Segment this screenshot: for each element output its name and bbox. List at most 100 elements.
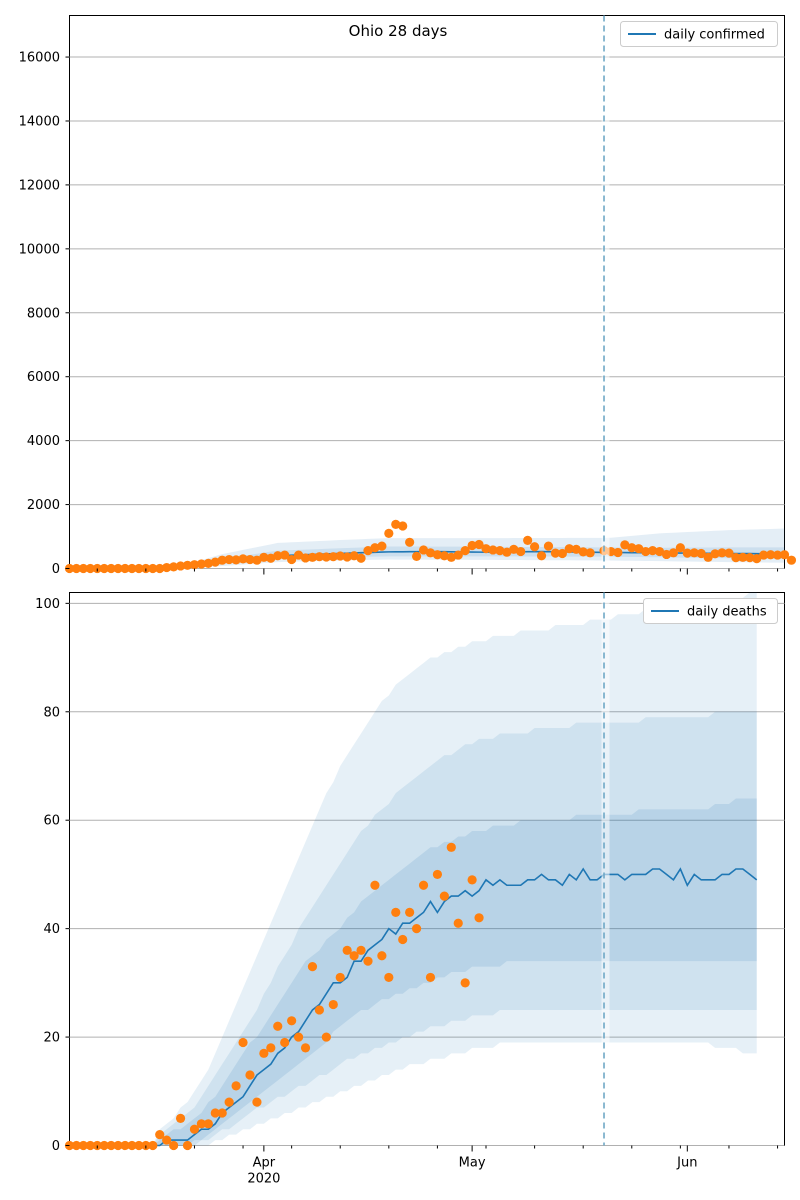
uncertainty-band [69,798,757,1146]
observed-point [217,1108,227,1118]
observed-point [113,1140,123,1151]
observed-point [474,913,484,923]
forecast-gap [601,16,610,568]
deaths-legend-label: daily deaths [687,605,767,620]
observed-point [703,552,713,562]
observed-point [724,548,734,558]
observed-point [405,537,415,547]
y-tick-label: 20 [43,1031,60,1046]
y-tick-label: 14000 [19,114,60,129]
observed-point [335,551,345,561]
deaths-y-ticks: 0 20 40 60 80 100 [35,597,70,1154]
observed-point [328,552,338,562]
chart-title: Ohio 28 days [349,22,448,40]
observed-point [502,547,512,557]
observed-point [245,554,255,565]
observed-point [571,544,581,554]
observed-point [509,544,519,554]
observed-point [148,1140,158,1151]
observed-point [273,551,283,561]
observed-point [287,1016,297,1026]
observed-point [120,563,130,574]
observed-point [474,539,484,550]
observed-point [585,548,595,558]
observed-point [314,552,325,562]
observed-point [488,545,498,555]
observed-point [259,552,269,562]
observed-point [772,550,783,560]
observed-point [113,563,123,574]
observed-point [78,1140,88,1151]
observed-point [578,547,588,557]
observed-point [134,563,144,574]
observed-point [127,1140,137,1151]
observed-point [99,1140,109,1151]
observed-point [710,549,720,559]
observed-point [460,545,470,556]
observed-point [328,999,338,1010]
observed-point [411,924,422,934]
observed-point [238,554,248,564]
observed-point [370,880,380,890]
observed-point [564,544,574,554]
observed-point [203,558,213,568]
confirmed-legend-label: daily confirmed [664,28,765,43]
observed-point [446,842,456,852]
observed-point [786,555,797,565]
observed-point [71,1140,82,1151]
y-tick-label: 4000 [27,434,60,449]
observed-point [266,553,276,563]
observed-point [425,972,436,983]
observed-point [169,1140,179,1151]
observed-point [696,548,706,559]
observed-point [127,563,137,574]
observed-point [356,945,366,955]
observed-point [189,560,200,570]
y-tick-label: 10000 [19,242,60,257]
observed-point [439,891,449,901]
observed-point [432,550,443,560]
observed-point [620,540,630,550]
observed-point [460,978,470,988]
confirmed-y-ticks: 0 2000 4000 6000 8000 10000 12000 14000 16000 [19,51,70,577]
observed-point [675,543,685,553]
observed-point [654,546,665,557]
observed-point [384,528,394,538]
observed-point [377,541,387,551]
observed-point [238,1037,248,1048]
confirmed-panel: 0 2000 4000 6000 8000 10000 12000 14000 16000 Oh… [19,15,797,577]
y-tick-label: 12000 [19,178,60,193]
observed-point [175,1113,186,1123]
observed-point [300,553,311,563]
observed-point [162,562,172,573]
observed-point [453,918,463,928]
observed-point [731,553,741,563]
observed-point [446,552,456,562]
observed-point [314,1005,325,1015]
observed-point [162,1135,172,1145]
observed-point [453,550,463,560]
x-tick-sublabel: 2020 [247,1172,280,1187]
observed-point [342,552,352,562]
observed-point [335,972,345,983]
observed-point [689,548,699,558]
observed-point [613,547,623,558]
deaths-median-line [69,867,758,1147]
observed-point [349,951,359,961]
confirmed-legend-box [620,21,778,47]
observed-point [418,880,429,890]
forecast-gap [601,593,610,1145]
observed-point [259,1048,269,1058]
observed-point [418,545,429,555]
observed-point [106,1140,116,1151]
observed-point [300,1043,311,1053]
observed-point [425,548,436,558]
y-tick-label: 60 [43,814,60,829]
observed-point [405,907,415,917]
observed-point [529,542,540,552]
observed-point [481,544,491,554]
y-tick-label: 0 [52,562,60,577]
observed-point [280,550,290,560]
